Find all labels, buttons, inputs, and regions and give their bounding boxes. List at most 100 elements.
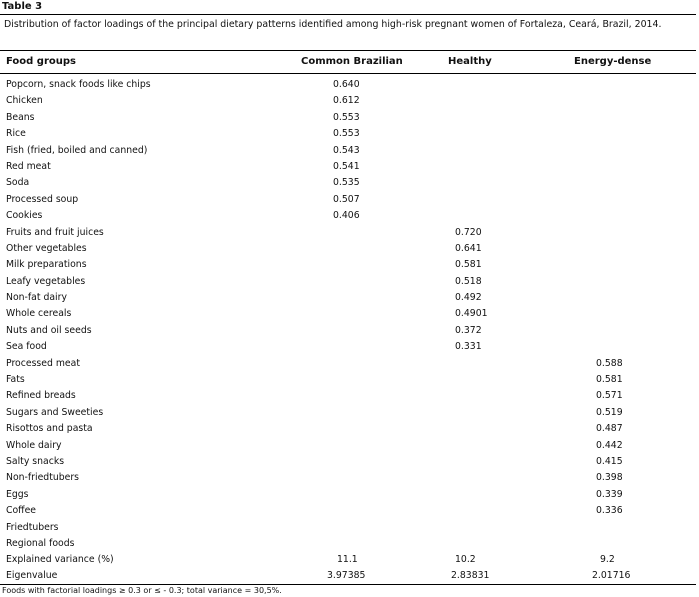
table-row: Milk preparations 0.581 [0,258,699,274]
loading-common-brazilian: 0.406 [333,210,360,222]
top-rule [0,14,696,15]
stat-value-energy-dense: 9.2 [600,554,615,565]
food-group-name: Whole dairy [6,439,62,451]
table-row: Non-fat dairy 0.492 [0,291,699,307]
loading-healthy: 0.641 [455,242,482,254]
loading-healthy: 0.372 [455,324,482,336]
food-group-name: Rice [6,128,26,140]
loading-healthy: 0.581 [455,259,482,271]
table-row: Whole dairy 0.442 [0,439,699,455]
loading-common-brazilian: 0.640 [333,79,360,90]
table-body: Popcorn, snack foods like chips 0.640 Chic… [0,78,699,553]
loading-common-brazilian: 0.612 [333,95,360,107]
loading-healthy: 0.331 [455,341,482,353]
food-group-name: Coffee [6,505,37,517]
food-group-name: Leafy vegetables [6,275,86,287]
table-row: Nuts and oil seeds 0.372 [0,324,699,340]
table-row: Soda 0.535 [0,176,699,192]
explained-variance-row: Explained variance (%) 11.1 10.2 9.2 [0,553,699,569]
food-group-name: Risottos and pasta [6,423,93,435]
food-group-name: Regional foods [6,537,75,549]
food-group-name: Fats [6,374,25,386]
food-group-name: Chicken [6,95,43,107]
loading-common-brazilian: 0.553 [333,128,360,140]
food-group-name: Processed meat [6,357,80,369]
food-group-name: Eggs [6,488,29,500]
loading-energy-dense: 0.588 [596,357,623,369]
loading-energy-dense: 0.398 [596,472,623,484]
table-row: Processed meat 0.588 [0,357,699,373]
loading-energy-dense: 0.442 [596,439,623,451]
table-row: Sugars and Sweeties 0.519 [0,406,699,422]
table-row: Salty snacks 0.415 [0,455,699,471]
food-group-name: Soda [6,177,30,189]
header-food-groups: Food groups [6,56,76,67]
food-group-name: Other vegetables [6,242,87,254]
table-footnote: Foods with factorial loadings ≥ 0.3 or ≤… [2,586,282,595]
loading-healthy: 0.4901 [455,308,488,320]
bottom-rule [0,584,696,585]
stat-value-healthy: 2.83831 [451,570,490,581]
food-group-name: Whole cereals [6,308,72,320]
table-row: Leafy vegetables 0.518 [0,275,699,291]
food-group-name: Fish (fried, boiled and canned) [6,144,148,156]
table-row: Chicken 0.612 [0,94,699,110]
food-group-name: Sugars and Sweeties [6,406,104,418]
header-healthy: Healthy [448,56,492,67]
table-row: Risottos and pasta 0.487 [0,422,699,438]
eigenvalue-row: Eigenvalue 3.97385 2.83831 2.01716 [0,569,699,585]
loading-healthy: 0.518 [455,275,482,287]
table-row: Regional foods [0,537,699,553]
food-group-name: Salty snacks [6,455,65,467]
food-group-name: Sea food [6,341,47,353]
loading-energy-dense: 0.415 [596,455,623,467]
food-group-name: Friedtubers [6,521,59,533]
table-row: Refined breads 0.571 [0,389,699,405]
table-caption: Distribution of factor loadings of the p… [4,19,662,30]
loading-energy-dense: 0.519 [596,406,623,418]
loading-energy-dense: 0.487 [596,423,623,435]
table-row: Cookies 0.406 [0,209,699,225]
stat-value-common-brazilian: 3.97385 [327,570,366,581]
header-rule [0,73,696,74]
loading-healthy: 0.720 [455,226,482,238]
food-group-name: Fruits and fruit juices [6,226,104,238]
food-group-name: Non-fat dairy [6,292,67,304]
food-group-name: Cookies [6,210,43,222]
loading-energy-dense: 0.336 [596,505,623,517]
table-row: Processed soup 0.507 [0,193,699,209]
stat-value-healthy: 10.2 [455,554,476,565]
table-stats: Explained variance (%) 11.1 10.2 9.2 Eig… [0,553,699,585]
loading-energy-dense: 0.571 [596,390,623,402]
food-group-name: Non-friedtubers [6,472,80,484]
table-row: Rice 0.553 [0,127,699,143]
stat-value-common-brazilian: 11.1 [337,554,358,565]
table-row: Other vegetables 0.641 [0,242,699,258]
stat-label: Eigenvalue [6,570,58,581]
loading-common-brazilian: 0.541 [333,160,360,172]
table-row: Fats 0.581 [0,373,699,389]
header-energy-dense: Energy-dense [574,56,652,67]
table-row: Whole cereals 0.4901 [0,307,699,323]
food-group-name: Processed soup [6,193,79,205]
food-group-name: Beans [6,111,35,123]
food-group-name: Red meat [6,160,51,172]
food-group-name: Nuts and oil seeds [6,324,92,336]
loading-healthy: 0.492 [455,292,482,304]
stat-value-energy-dense: 2.01716 [592,570,631,581]
table-row: Beans 0.553 [0,111,699,127]
header-common-brazilian: Common Brazilian [301,56,403,67]
food-group-name: Popcorn, snack foods like chips [6,79,151,90]
table-row: Coffee 0.336 [0,504,699,520]
table-row: Eggs 0.339 [0,488,699,504]
table-row: Fish (fried, boiled and canned) 0.543 [0,144,699,160]
loading-common-brazilian: 0.553 [333,111,360,123]
table-row: Non-friedtubers 0.398 [0,471,699,487]
table-label: Table 3 [2,1,43,12]
caption-rule [0,50,696,51]
table-row: Red meat 0.541 [0,160,699,176]
loading-common-brazilian: 0.507 [333,193,360,205]
table-row: Fruits and fruit juices 0.720 [0,226,699,242]
table-row: Popcorn, snack foods like chips 0.640 [0,78,699,94]
